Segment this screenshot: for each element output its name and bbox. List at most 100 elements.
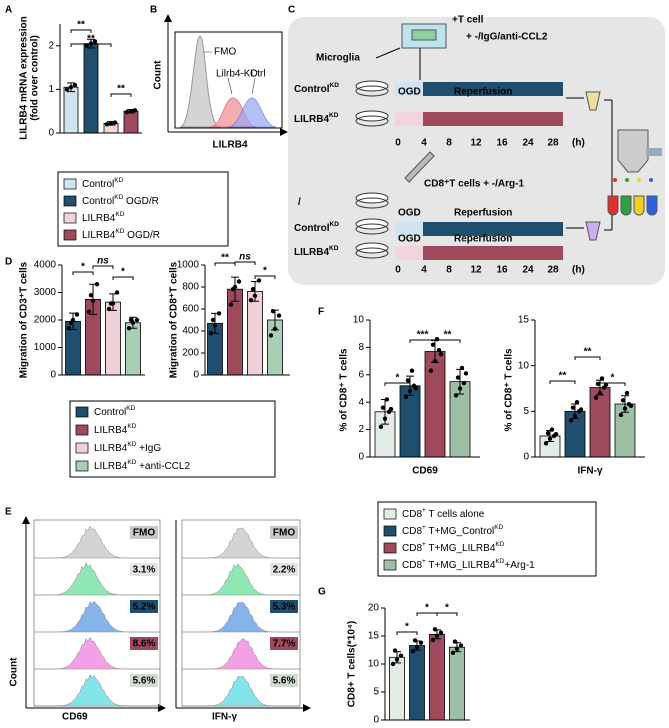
label-part: CD8 <box>402 526 422 537</box>
bar <box>125 322 141 376</box>
y-axis-label: Migration of CD8⁺T cells <box>169 261 180 378</box>
arrow <box>303 704 311 712</box>
bracket <box>574 356 601 360</box>
legend-label: LILRB4KD OGD/R <box>82 228 160 240</box>
legend-swatch <box>383 559 397 571</box>
bar <box>399 385 421 458</box>
tag-box <box>270 600 298 613</box>
label-part: Control <box>94 407 126 418</box>
data-point <box>112 120 118 125</box>
label-part: KD <box>114 194 123 201</box>
bar <box>389 656 405 721</box>
tag-label: FMO <box>133 528 155 539</box>
data-point <box>212 323 218 328</box>
data-point <box>545 431 551 436</box>
tag-label: 2.2% <box>273 565 296 576</box>
significance: * <box>121 267 125 278</box>
data-point <box>409 368 415 373</box>
data-point <box>438 352 444 357</box>
time-label: 8 <box>446 265 452 276</box>
data-point <box>430 342 436 347</box>
tag-label: FMO <box>273 528 295 539</box>
data-point <box>68 320 74 325</box>
time-unit: (h) <box>572 138 585 149</box>
tag-label: 5.6% <box>133 676 156 687</box>
y-tick-label: 10 <box>518 360 530 371</box>
bracket <box>254 275 276 279</box>
legend-label: LILRB4KD +anti-CCL2 <box>94 459 190 471</box>
y-tick-label: 4 <box>358 397 364 408</box>
legend-label: CD8+ T+MG_LILRB4KD+Arg-1 <box>402 558 535 570</box>
panel-label: C <box>288 5 295 16</box>
significance: * <box>425 603 429 614</box>
data-point <box>216 311 222 316</box>
tag-label: 3.1% <box>133 565 156 576</box>
phase-bar <box>423 82 563 96</box>
bar <box>589 387 611 458</box>
data-point <box>248 298 254 303</box>
bar <box>424 351 446 458</box>
data-point <box>252 293 258 298</box>
line <box>227 77 233 95</box>
line <box>251 77 256 95</box>
data-point <box>134 317 140 323</box>
label-part: T+MG_Control <box>426 526 494 537</box>
y-tick-label: 1000 <box>34 342 57 353</box>
bar <box>247 290 263 376</box>
data-point <box>428 368 434 373</box>
label-part: + <box>422 558 426 565</box>
bracket <box>396 631 418 635</box>
legend-swatch <box>383 508 397 520</box>
data-point <box>454 646 460 652</box>
legend-label: CD8+ T+MG_ControlKD <box>402 524 504 536</box>
data-point <box>268 333 274 338</box>
y-axis-label: Count <box>153 60 164 90</box>
legend-swatch <box>75 442 89 454</box>
data-point <box>380 405 386 410</box>
data-point <box>86 309 92 314</box>
data-point <box>272 326 278 331</box>
tube <box>646 195 658 216</box>
plot-frame <box>174 31 283 129</box>
bracket <box>70 29 92 33</box>
data-point <box>570 405 576 410</box>
panel-label: D <box>5 257 12 268</box>
legend-box <box>69 400 276 478</box>
label-part: KD <box>127 423 136 430</box>
y-tick-label: 10 <box>368 659 380 670</box>
data-point <box>88 293 94 298</box>
data-point <box>553 431 559 437</box>
y-tick-label: 15 <box>368 631 380 642</box>
tag-box <box>130 674 158 687</box>
bracket <box>434 339 461 343</box>
tag-box <box>270 526 298 539</box>
annotation: Ctrl <box>250 69 266 80</box>
label-part: KD <box>330 82 340 89</box>
tube <box>607 195 619 216</box>
bar <box>409 645 425 721</box>
time-label: 0 <box>395 138 401 149</box>
label-part: KD <box>494 524 503 531</box>
y-tick-label: 0 <box>373 715 379 726</box>
legend-label: CD8+ T+MG_LILRB4KD <box>402 541 505 553</box>
tag-box <box>130 637 158 650</box>
data-point <box>572 413 578 419</box>
data-point <box>599 376 605 381</box>
y-tick-label: 20 <box>368 603 380 614</box>
data-point <box>412 638 418 643</box>
x-axis-label: IFN-γ <box>578 466 603 477</box>
pipette <box>404 151 435 183</box>
cytometer-arm <box>646 148 662 156</box>
tag-box <box>130 600 158 613</box>
legend-label: ControlKD OGD/R <box>82 194 159 206</box>
histogram <box>34 636 160 670</box>
y-tick-label: 1000 <box>177 260 200 271</box>
data-point <box>90 298 96 303</box>
time-label: 24 <box>522 265 534 276</box>
y-tick-label: 5 <box>523 406 529 417</box>
tube <box>585 221 601 241</box>
data-point <box>390 661 396 667</box>
phase-bar <box>423 112 563 126</box>
significance: * <box>263 266 267 277</box>
data-point <box>108 121 114 126</box>
